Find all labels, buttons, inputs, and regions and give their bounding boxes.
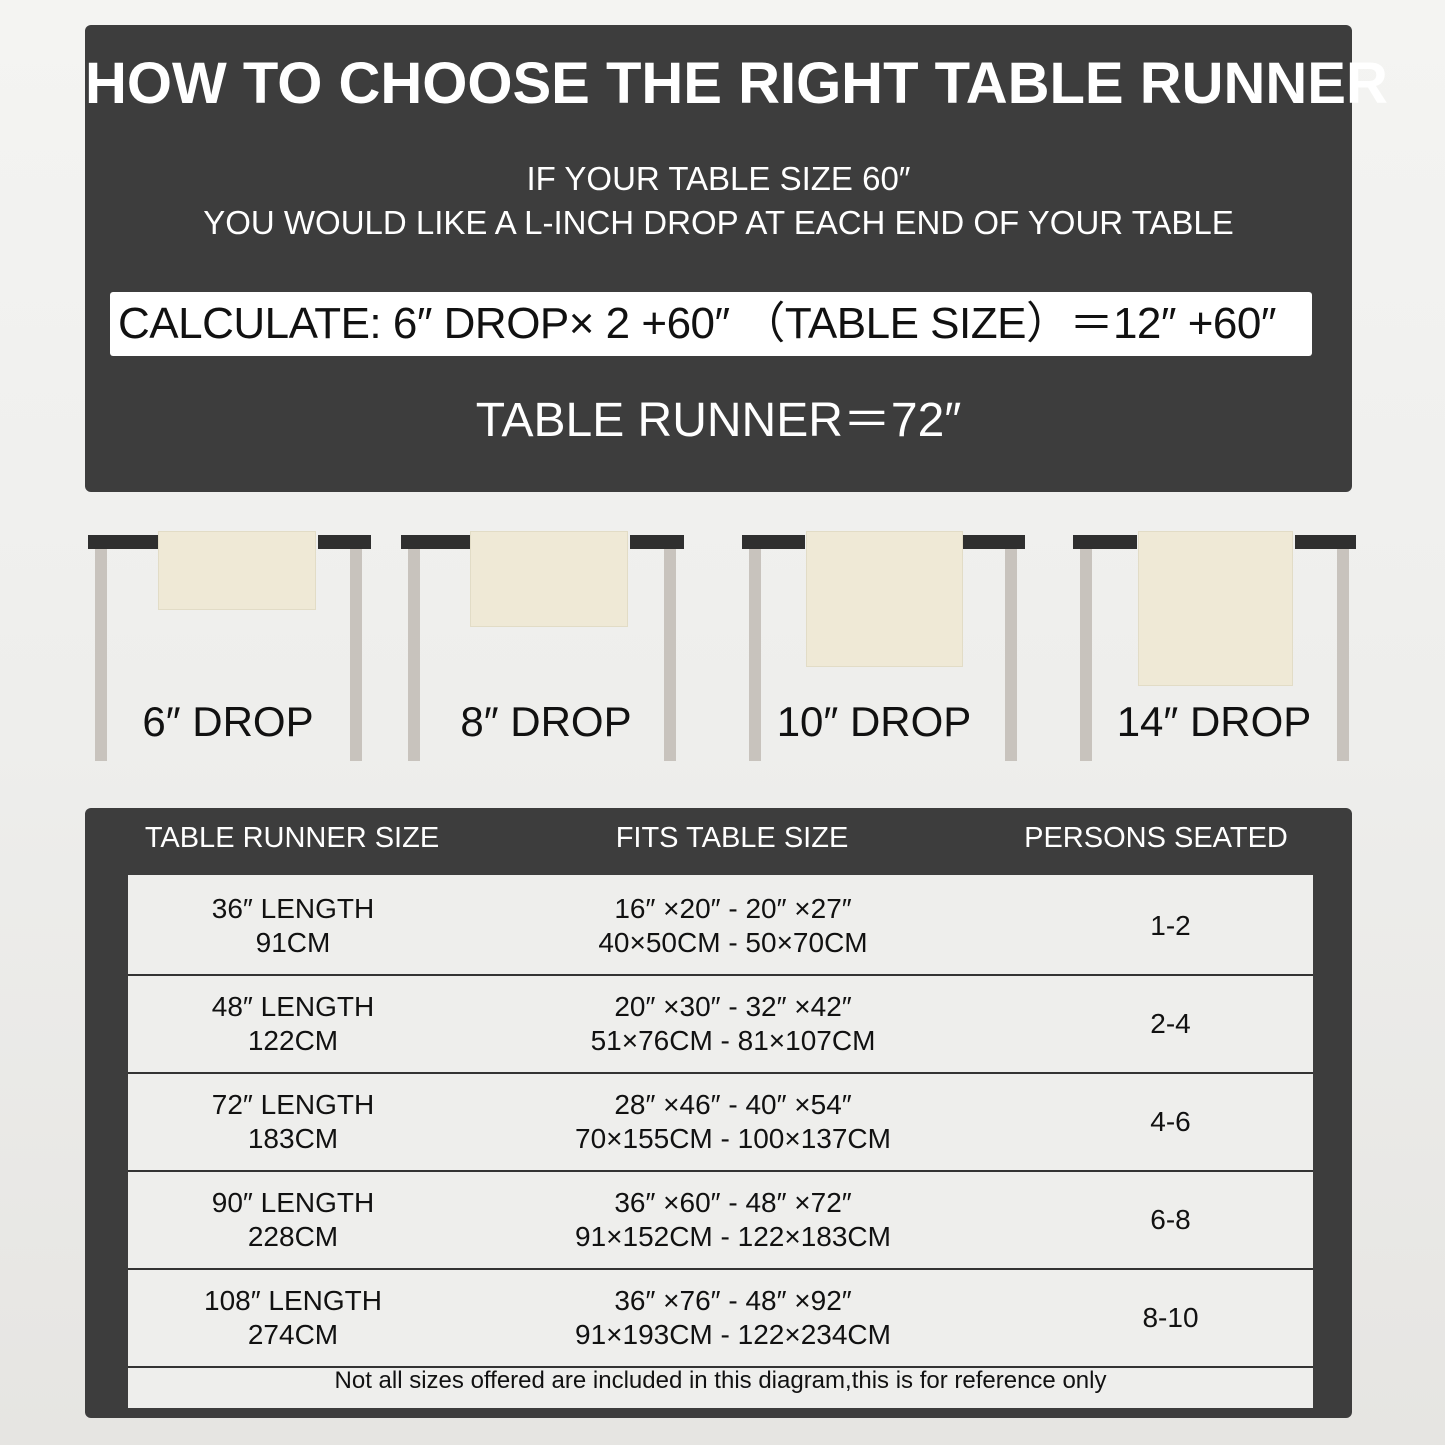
page-title: HOW TO CHOOSE THE RIGHT TABLE RUNNER — [85, 51, 1388, 116]
column-header-runner-size: TABLE RUNNER SIZE — [144, 822, 440, 854]
table-leg — [1337, 549, 1349, 761]
runner-drop — [1138, 531, 1293, 686]
instruction-line-2: YOU WOULD LIKE A L-INCH DROP AT EACH END… — [203, 204, 1234, 241]
runner-drop — [470, 531, 628, 627]
column-header-fits-table-size: FITS TABLE SIZE — [615, 822, 849, 854]
table-leg — [1005, 549, 1017, 761]
runner-length: 108″ LENGTH — [204, 1285, 382, 1316]
size-table: 36″ LENGTH 91CM 16″ ×20″ - 20″ ×27″ 40×50C… — [128, 875, 1313, 1408]
runner-length-cm: 183CM — [247, 1123, 339, 1154]
runner-size-cell: 108″ LENGTH 274CM — [128, 1270, 458, 1366]
drop-label: 14″ DROP — [1116, 698, 1312, 745]
calculation-box: CALCULATE: 6″ DROP× 2 +60″ （TABLE SIZE）＝… — [110, 292, 1312, 356]
fits-size-cell: 28″ ×46″ - 40″ ×54″ 70×155CM - 100×137CM — [458, 1074, 1008, 1170]
runner-length-cm: 228CM — [247, 1221, 339, 1252]
table-row: 72″ LENGTH 183CM 28″ ×46″ - 40″ ×54″ 70×15… — [128, 1074, 1313, 1172]
persons-cell: 8-10 — [1142, 1302, 1199, 1333]
runner-length-cm: 274CM — [247, 1319, 339, 1350]
table-leg — [1080, 549, 1092, 761]
fits-inches: 28″ ×46″ - 40″ ×54″ — [614, 1089, 852, 1120]
fits-inches: 36″ ×60″ - 48″ ×72″ — [614, 1187, 852, 1218]
tabletop-left — [401, 535, 471, 549]
table-leg — [749, 549, 761, 761]
runner-drop — [806, 531, 963, 667]
table-leg — [95, 549, 107, 761]
table-leg — [664, 549, 676, 761]
runner-size-cell: 48″ LENGTH 122CM — [128, 976, 458, 1072]
top-info-panel — [85, 25, 1352, 492]
tabletop-left — [742, 535, 805, 549]
runner-length: 48″ LENGTH — [211, 991, 375, 1022]
fits-cm: 40×50CM - 50×70CM — [598, 927, 868, 958]
runner-length-cm: 122CM — [247, 1025, 339, 1056]
fits-size-cell: 36″ ×60″ - 48″ ×72″ 91×152CM - 122×183CM — [458, 1172, 1008, 1268]
drop-label: 8″ DROP — [460, 698, 632, 745]
persons-cell: 2-4 — [1150, 1008, 1191, 1039]
table-leg — [350, 549, 362, 761]
persons-cell: 6-8 — [1150, 1204, 1191, 1235]
tabletop-right — [963, 535, 1025, 549]
fits-inches: 20″ ×30″ - 32″ ×42″ — [614, 991, 852, 1022]
fits-size-cell: 20″ ×30″ - 32″ ×42″ 51×76CM - 81×107CM — [458, 976, 1008, 1072]
runner-size-cell: 90″ LENGTH 228CM — [128, 1172, 458, 1268]
fits-size-cell: 36″ ×76″ - 48″ ×92″ 91×193CM - 122×234CM — [458, 1270, 1008, 1366]
fits-size-cell: 16″ ×20″ - 20″ ×27″ 40×50CM - 50×70CM — [458, 878, 1008, 974]
persons-cell: 1-2 — [1150, 910, 1191, 941]
fits-inches: 36″ ×76″ - 48″ ×92″ — [614, 1285, 852, 1316]
footnote: Not all sizes offered are included in th… — [334, 1367, 1107, 1394]
table-row: 90″ LENGTH 228CM 36″ ×60″ - 48″ ×72″ 91×15… — [128, 1172, 1313, 1270]
table-row: 108″ LENGTH 274CM 36″ ×76″ - 48″ ×92″ 91×1… — [128, 1270, 1313, 1368]
tabletop-right — [630, 535, 684, 549]
table-row: 36″ LENGTH 91CM 16″ ×20″ - 20″ ×27″ 40×50C… — [128, 878, 1313, 976]
table-row: 48″ LENGTH 122CM 20″ ×30″ - 32″ ×42″ 51×76… — [128, 976, 1313, 1074]
runner-length: 36″ LENGTH — [211, 893, 375, 924]
runner-size-cell: 36″ LENGTH 91CM — [128, 878, 458, 974]
persons-cell: 4-6 — [1150, 1106, 1191, 1137]
tabletop-right — [318, 535, 371, 549]
runner-length: 72″ LENGTH — [211, 1089, 375, 1120]
fits-cm: 91×193CM - 122×234CM — [575, 1319, 891, 1350]
fits-inches: 16″ ×20″ - 20″ ×27″ — [614, 893, 852, 924]
fits-cm: 91×152CM - 122×183CM — [575, 1221, 891, 1252]
runner-length: 90″ LENGTH — [211, 1187, 375, 1218]
fits-cm: 51×76CM - 81×107CM — [590, 1025, 876, 1056]
column-header-persons-seated: PERSONS SEATED — [1024, 822, 1288, 854]
tabletop-left — [1073, 535, 1137, 549]
drop-label: 10″ DROP — [776, 698, 972, 745]
tabletop-left — [88, 535, 158, 549]
runner-drop — [158, 531, 316, 610]
runner-length-cm: 91CM — [255, 927, 331, 958]
table-leg — [408, 549, 420, 761]
result-text: TABLE RUNNER＝72″ — [475, 394, 962, 447]
instruction-line-1: IF YOUR TABLE SIZE 60″ — [526, 160, 911, 197]
drop-label: 6″ DROP — [142, 698, 314, 745]
runner-size-cell: 72″ LENGTH 183CM — [128, 1074, 458, 1170]
tabletop-right — [1295, 535, 1356, 549]
fits-cm: 70×155CM - 100×137CM — [575, 1123, 891, 1154]
